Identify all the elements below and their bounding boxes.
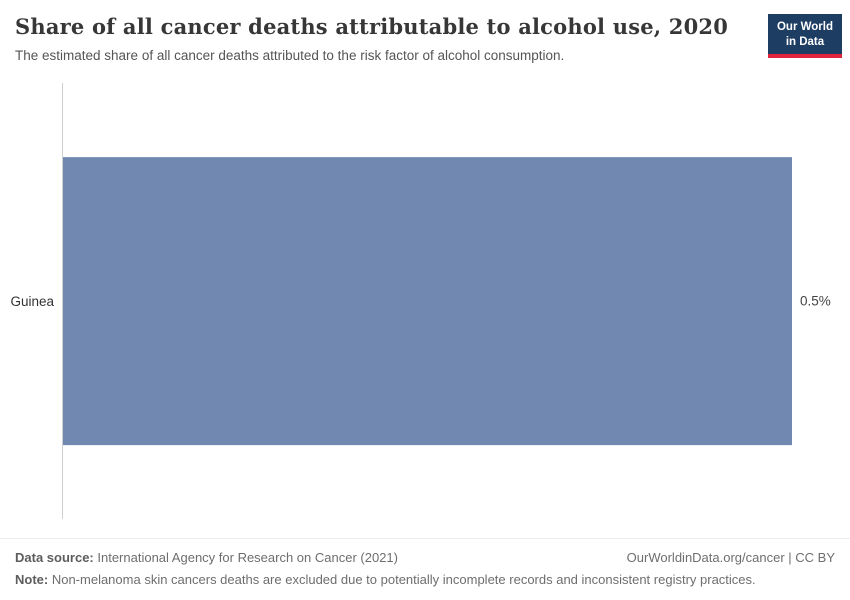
citation-link[interactable]: OurWorldinData.org/cancer | CC BY [626,550,835,565]
owid-logo-line1: Our World [776,21,833,33]
data-source-label: Data source: [15,550,94,565]
owid-logo-line2: in Data [785,35,825,48]
data-source-value: International Agency for Research on Can… [93,550,398,565]
chart-title: Share of all cancer deaths attributable … [15,14,729,39]
owid-logo[interactable]: Our World in Data [767,14,842,58]
chart-subtitle: The estimated share of all cancer deaths… [15,48,565,63]
header: Share of all cancer deaths attributable … [0,0,850,63]
footer-source-row: Data source: International Agency for Re… [15,550,835,565]
data-source-text: Data source: International Agency for Re… [15,550,398,565]
footer-note-row: Note: Non-melanoma skin cancers deaths a… [15,572,835,587]
plot-area: 0.5% [62,83,831,519]
note-label: Note: [15,572,49,587]
note-value: Non-melanoma skin cancers deaths are exc… [48,572,756,587]
footer: Data source: International Agency for Re… [0,538,850,600]
note-text: Note: Non-melanoma skin cancers deaths a… [15,572,756,587]
category-label-guinea: Guinea [10,293,54,309]
bar-guinea[interactable] [63,157,792,445]
bar-chart: Guinea 0.5% [0,83,850,519]
bar-value-label: 0.5% [800,293,831,309]
header-text: Share of all cancer deaths attributable … [15,14,728,63]
